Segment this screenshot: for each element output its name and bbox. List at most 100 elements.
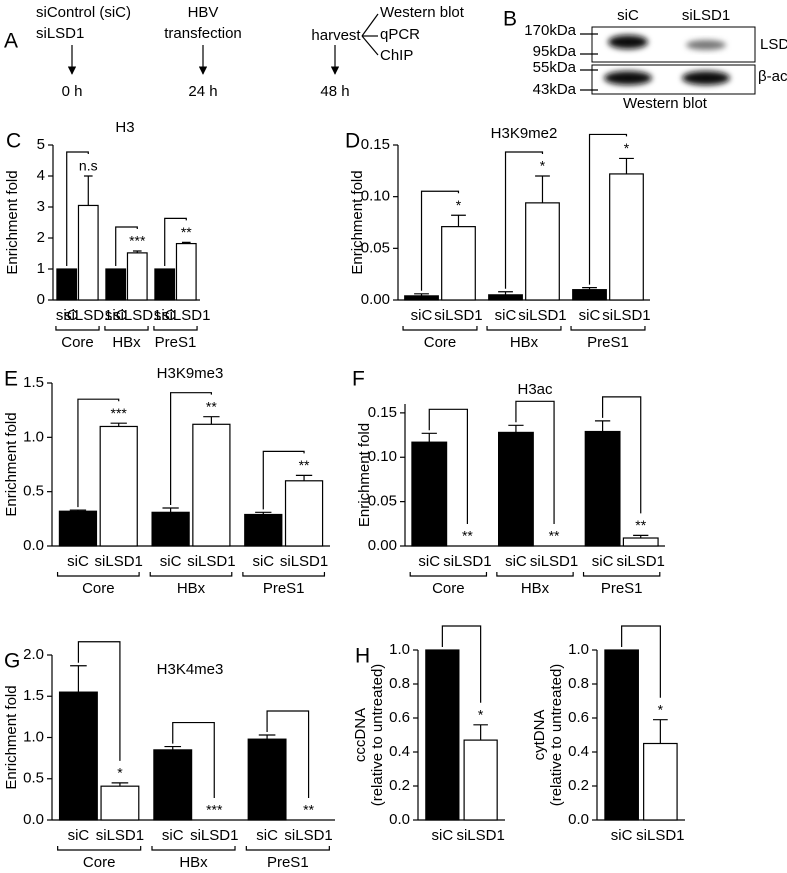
- y-tick-label: 0.0: [23, 537, 44, 554]
- group-bracket: [409, 572, 488, 577]
- error-bar: [619, 157, 634, 174]
- bracket: [170, 392, 212, 505]
- y-axis-label: Enrichment fold: [3, 412, 20, 516]
- significance-label: **: [303, 802, 314, 818]
- group-bracket: [56, 572, 140, 577]
- error-bar: [203, 416, 220, 425]
- x-tick-label: siLSD1: [96, 827, 144, 844]
- error-bar: [508, 424, 524, 433]
- assay-label: ChIP: [380, 47, 413, 64]
- bracket: [266, 710, 310, 798]
- group-label: HBx: [177, 580, 206, 597]
- error-bar: [83, 175, 93, 206]
- bar: [244, 513, 283, 547]
- y-tick-label: 1: [37, 260, 45, 277]
- bar: [643, 742, 678, 821]
- marker-label: 55kDa: [533, 59, 577, 76]
- significance-label: *: [478, 707, 484, 723]
- bar: [153, 749, 193, 821]
- y-tick-label: 1.0: [23, 728, 44, 745]
- panel-letter: D: [345, 130, 360, 153]
- bar: [192, 423, 231, 547]
- lane-label: siLSD1: [682, 7, 730, 24]
- group-label: PreS1: [263, 580, 305, 597]
- x-tick-label: siC: [411, 307, 433, 324]
- group-bracket: [486, 326, 562, 331]
- panel-letter: G: [4, 650, 20, 673]
- bar: [154, 268, 176, 301]
- x-tick-label: siLSD1: [434, 307, 482, 324]
- group-label: PreS1: [267, 854, 309, 871]
- error-bar: [70, 665, 87, 693]
- band: [608, 35, 648, 49]
- y-tick-label: 0.10: [368, 448, 397, 465]
- bracket: [515, 400, 555, 524]
- significance-label: *: [658, 701, 664, 717]
- time-label: 24 h: [188, 83, 217, 100]
- chart-title: H3ac: [517, 381, 553, 398]
- x-tick-label: siC: [256, 827, 278, 844]
- group-bracket: [245, 846, 330, 851]
- x-tick-label: siC: [495, 307, 517, 324]
- blot-caption: Western blot: [623, 95, 708, 112]
- x-tick-label: siLSD1: [280, 553, 328, 570]
- x-tick-label: siC: [252, 553, 274, 570]
- chart-title: H3: [115, 119, 134, 136]
- significance-label: ***: [206, 802, 223, 818]
- y-tick-label: 1.0: [568, 641, 589, 658]
- y-tick-label: 0.6: [568, 709, 589, 726]
- x-tick-label: siC: [432, 827, 454, 844]
- group-bracket: [242, 572, 326, 577]
- connector: [361, 13, 379, 37]
- y-tick-label: 0.8: [389, 675, 410, 692]
- error-bar: [633, 534, 649, 539]
- bar: [411, 441, 448, 547]
- bar: [609, 173, 644, 301]
- x-tick-label: siC: [154, 307, 176, 324]
- x-tick-label: siC: [67, 553, 89, 570]
- significance-label: *: [456, 197, 462, 213]
- error-bar: [451, 214, 466, 227]
- assay-label: qPCR: [380, 26, 420, 43]
- y-tick-label: 0.15: [361, 136, 390, 153]
- y-tick-label: 2: [37, 229, 45, 246]
- condition-label: siLSD1: [36, 25, 84, 42]
- x-tick-label: siC: [611, 827, 633, 844]
- panel-a: A siControl (siC) siLSD1 HBV transfectio…: [4, 4, 465, 100]
- marker-label: 43kDa: [533, 81, 577, 98]
- y-axis-label: cytDNA: [531, 710, 548, 761]
- y-axis-label: (relative to untreated): [548, 664, 565, 807]
- bracket: [428, 408, 468, 524]
- y-axis-label: Enrichment fold: [349, 170, 366, 274]
- group-label: HBx: [112, 334, 141, 351]
- group-label: HBx: [521, 580, 550, 597]
- x-tick-label: siC: [505, 553, 527, 570]
- connector: [361, 35, 379, 56]
- significance-label: n.s: [79, 158, 98, 174]
- band: [686, 40, 726, 50]
- y-tick-label: 1.5: [23, 374, 44, 391]
- lane-label: siC: [617, 7, 639, 24]
- panel-letter: H: [355, 645, 370, 668]
- bar: [100, 785, 140, 821]
- x-tick-label: siC: [105, 307, 127, 324]
- error-bar: [110, 422, 127, 427]
- group-label: PreS1: [587, 334, 629, 351]
- group-bracket: [570, 326, 646, 331]
- x-tick-label: siC: [592, 553, 614, 570]
- y-tick-label: 0.05: [368, 493, 397, 510]
- panel-letter: B: [503, 8, 517, 31]
- y-axis-label: Enrichment fold: [4, 170, 21, 274]
- significance-label: *: [624, 140, 630, 156]
- y-tick-label: 5: [37, 136, 45, 153]
- group-bracket: [55, 326, 100, 331]
- group-bracket: [151, 846, 236, 851]
- y-tick-label: 0: [37, 291, 45, 308]
- error-bar: [181, 241, 191, 244]
- significance-label: ***: [111, 405, 128, 421]
- group-label: Core: [83, 854, 116, 871]
- x-tick-label: siLSD1: [162, 307, 210, 324]
- bar: [463, 739, 498, 821]
- y-tick-label: 3: [37, 198, 45, 215]
